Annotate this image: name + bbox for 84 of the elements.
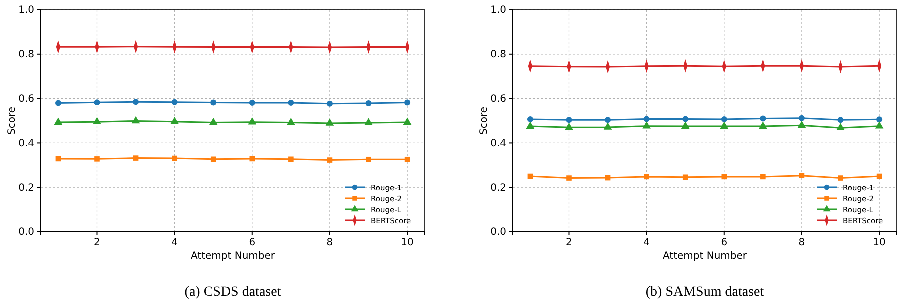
point [605,117,612,124]
y-tick-label: 0.6 [490,94,506,105]
y-tick-label: 0.4 [490,138,506,150]
point [566,176,572,181]
x-tick-label: 4 [644,238,650,249]
point [681,122,690,129]
y-axis-title: Score [479,106,490,136]
point [799,173,805,178]
point [682,116,689,122]
point [94,100,100,106]
x-tick-label: 6 [249,238,256,249]
point [172,156,178,162]
y-tick-label: 1.0 [18,5,34,16]
point [798,120,806,128]
x-tick-label: 8 [326,238,334,249]
point [526,122,535,129]
x-axis-title: Attempt Number [190,251,276,262]
point [876,116,883,123]
point [133,99,140,106]
point [287,118,296,126]
point [760,116,766,122]
point [798,115,805,122]
y-tick-label: 0.2 [490,182,506,194]
point [404,100,411,106]
text: (b) SAMSum dataset [646,285,764,300]
y-tick-label: 1.0 [490,5,506,16]
point [721,116,728,122]
y-tick-label: 0.2 [18,182,34,194]
point [94,156,100,162]
point [838,176,844,181]
point [682,174,688,180]
point [836,123,845,131]
point [403,118,412,125]
point [366,100,372,106]
y-tick-label: 0.6 [18,94,34,105]
x-axis-title: Attempt Number [662,251,748,262]
point [366,156,372,162]
point [326,118,334,126]
point [55,100,62,106]
point [249,100,256,106]
point [209,118,218,126]
y-tick-label: 0.8 [490,50,506,61]
point [565,122,574,130]
point [760,174,766,180]
point [644,116,650,122]
point [364,118,373,126]
point [93,117,102,125]
y-tick-label: 0.0 [18,227,34,238]
point [172,99,178,106]
point [604,122,612,130]
point [54,118,63,125]
point [404,156,410,162]
x-tick-label: 2 [566,238,572,249]
point [288,156,294,162]
point [527,116,534,122]
point [132,116,140,124]
point [642,122,651,129]
x-tick-label: 2 [94,238,100,249]
point [133,156,139,161]
point [759,122,768,129]
point [248,118,257,125]
point [210,156,216,162]
point [722,174,728,180]
point [720,122,729,129]
point [838,117,844,124]
text: (a) CSDS dataset [184,285,282,300]
point [170,117,179,124]
x-tick-label: 10 [873,238,886,249]
x-tick-label: 6 [721,238,728,249]
point [250,156,256,162]
x-tick-label: 4 [172,238,178,249]
y-tick-label: 0.0 [490,227,506,238]
x-tick-label: 10 [401,238,414,249]
point [566,117,572,124]
point [644,174,650,180]
point [288,100,294,106]
point [210,100,217,106]
y-tick-label: 0.4 [18,138,34,150]
point [875,122,884,129]
y-axis-title: Score [7,106,18,136]
x-tick-label: 8 [798,238,806,249]
point [327,158,333,163]
y-tick-label: 0.8 [18,50,34,61]
point [326,100,333,107]
